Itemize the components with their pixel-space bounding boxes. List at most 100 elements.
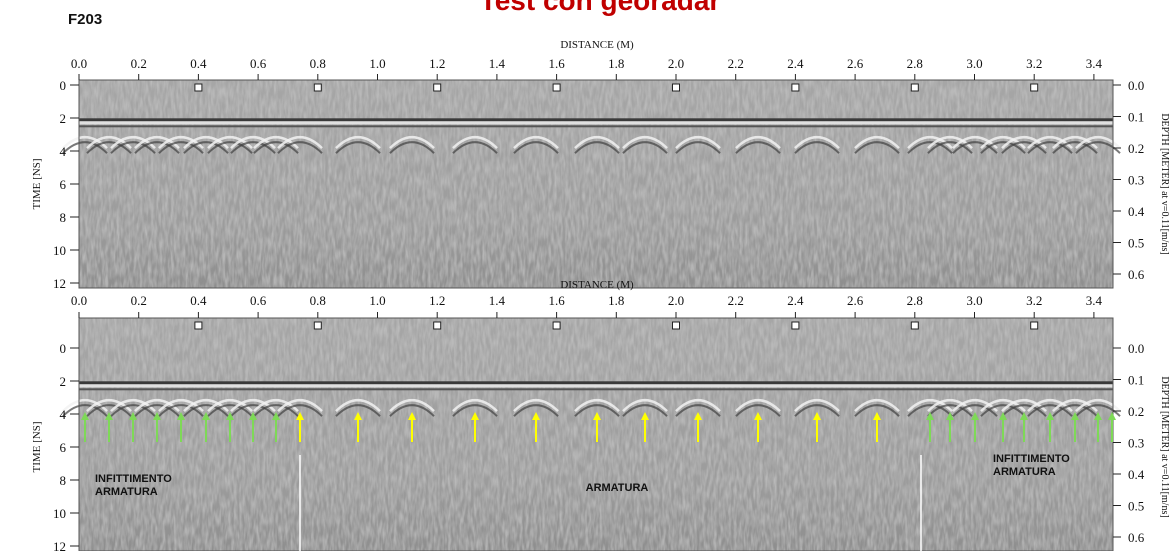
- y-tick-label: 4: [60, 144, 67, 159]
- x-tick-label: 2.0: [668, 56, 684, 71]
- y2-axis-label: DEPTH [METER] at v=0.11[m/ns]: [1159, 113, 1170, 254]
- y2-tick-label: 0.1: [1128, 110, 1144, 125]
- x-tick-label: 2.6: [847, 293, 864, 308]
- x-tick-label: 1.6: [548, 293, 565, 308]
- y-tick-label: 0: [60, 78, 67, 93]
- surface-reflection-dark: [79, 118, 1113, 121]
- x-tick-label: 1.8: [608, 56, 624, 71]
- x-tick-label: 0.4: [190, 56, 207, 71]
- distance-marker: [1031, 84, 1038, 91]
- distance-marker: [195, 322, 202, 329]
- surface-reflection-dark: [79, 125, 1113, 127]
- y-axis-label: TIME [NS]: [31, 158, 43, 209]
- x-tick-label: 0.2: [131, 56, 147, 71]
- x-tick-label: 1.4: [489, 293, 506, 308]
- radargram-panel: DISTANCE (M) TIME [NS] DEPTH [METER] at v=…: [31, 279, 1170, 551]
- x-tick-label: 2.6: [847, 56, 864, 71]
- y-tick-label: 2: [60, 111, 67, 126]
- x-tick-label: 0.4: [190, 293, 207, 308]
- y2-tick-label: 0.2: [1128, 141, 1144, 156]
- x-tick-label: 1.4: [489, 56, 506, 71]
- screenshot: F203 Test con georadar DISTANCE (M) TIME …: [0, 0, 1174, 551]
- y2-tick-label: 0.3: [1128, 436, 1144, 451]
- distance-marker: [195, 84, 202, 91]
- x-tick-label: 3.0: [966, 56, 982, 71]
- distance-marker: [911, 322, 918, 329]
- surface-reflection-light: [79, 121, 1113, 124]
- x-tick-label: 2.4: [787, 293, 804, 308]
- x-tick-label: 3.4: [1086, 56, 1103, 71]
- x-tick-label: 1.8: [608, 293, 624, 308]
- distance-marker: [673, 322, 680, 329]
- x-tick-label: 3.4: [1086, 293, 1103, 308]
- x-tick-label: 3.2: [1026, 56, 1042, 71]
- y-tick-label: 6: [60, 177, 67, 192]
- x-tick-label: 2.2: [728, 293, 744, 308]
- x-tick-label: 0.0: [71, 293, 87, 308]
- y2-tick-label: 0.5: [1128, 236, 1144, 251]
- y2-tick-label: 0.0: [1128, 78, 1144, 93]
- y2-tick-label: 0.5: [1128, 499, 1144, 514]
- y-tick-label: 6: [60, 440, 67, 455]
- distance-marker: [314, 322, 321, 329]
- x-tick-label: 1.2: [429, 293, 445, 308]
- y-tick-label: 10: [53, 243, 66, 258]
- x-axis-label: DISTANCE (M): [560, 279, 634, 291]
- page: F203 Test con georadar DISTANCE (M) TIME …: [0, 0, 1174, 551]
- y2-tick-label: 0.3: [1128, 173, 1144, 188]
- x-tick-label: 1.0: [369, 56, 385, 71]
- zone-annotation: INFITTIMENTO: [95, 473, 172, 485]
- x-tick-label: 0.8: [310, 56, 326, 71]
- distance-marker: [673, 84, 680, 91]
- y2-tick-label: 0.2: [1128, 404, 1144, 419]
- distance-marker: [434, 84, 441, 91]
- x-tick-label: 0.2: [131, 293, 147, 308]
- y-tick-label: 4: [60, 407, 67, 422]
- x-tick-label: 0.0: [71, 56, 87, 71]
- y-tick-label: 2: [60, 374, 67, 389]
- y2-tick-label: 0.4: [1128, 204, 1145, 219]
- y2-tick-label: 0.6: [1128, 530, 1145, 545]
- x-tick-label: 0.8: [310, 293, 326, 308]
- y-tick-label: 12: [53, 276, 66, 291]
- distance-marker: [911, 84, 918, 91]
- y-axis-label: TIME [NS]: [31, 421, 43, 472]
- x-tick-label: 2.0: [668, 293, 684, 308]
- surface-reflection-dark: [79, 381, 1113, 384]
- distance-marker: [792, 84, 799, 91]
- y-tick-label: 10: [53, 506, 66, 521]
- x-tick-label: 0.6: [250, 56, 267, 71]
- distance-marker: [792, 322, 799, 329]
- y-tick-label: 8: [60, 473, 67, 488]
- radargram-panel: DISTANCE (M) TIME [NS] DEPTH [METER] at v=…: [31, 39, 1170, 291]
- y2-axis-label: DEPTH [METER] at v=0.11[m/ns]: [1159, 376, 1170, 517]
- distance-marker: [1031, 322, 1038, 329]
- y2-tick-label: 0.1: [1128, 373, 1144, 388]
- surface-reflection-dark: [79, 388, 1113, 390]
- x-tick-label: 1.6: [548, 56, 565, 71]
- x-axis-label: DISTANCE (M): [560, 39, 634, 51]
- x-tick-label: 2.2: [728, 56, 744, 71]
- zone-annotation: ARMATURA: [95, 486, 158, 498]
- y-tick-label: 8: [60, 210, 67, 225]
- zone-annotation: INFITTIMENTO: [993, 453, 1070, 465]
- x-tick-label: 2.8: [907, 293, 923, 308]
- y-tick-label: 12: [53, 539, 66, 551]
- distance-marker: [553, 84, 560, 91]
- x-tick-label: 0.6: [250, 293, 267, 308]
- y2-tick-label: 0.6: [1128, 267, 1145, 282]
- x-tick-label: 1.0: [369, 293, 385, 308]
- surface-reflection-light: [79, 384, 1113, 387]
- file-label: F203: [68, 11, 102, 28]
- radargram-panels: DISTANCE (M) TIME [NS] DEPTH [METER] at v=…: [31, 39, 1170, 551]
- x-tick-label: 2.8: [907, 56, 923, 71]
- distance-marker: [553, 322, 560, 329]
- page-title: Test con georadar: [480, 0, 721, 16]
- distance-marker: [434, 322, 441, 329]
- x-tick-label: 2.4: [787, 56, 804, 71]
- x-tick-label: 1.2: [429, 56, 445, 71]
- zone-annotation: ARMATURA: [586, 482, 649, 494]
- x-tick-label: 3.0: [966, 293, 982, 308]
- y2-tick-label: 0.4: [1128, 467, 1145, 482]
- y-tick-label: 0: [60, 341, 67, 356]
